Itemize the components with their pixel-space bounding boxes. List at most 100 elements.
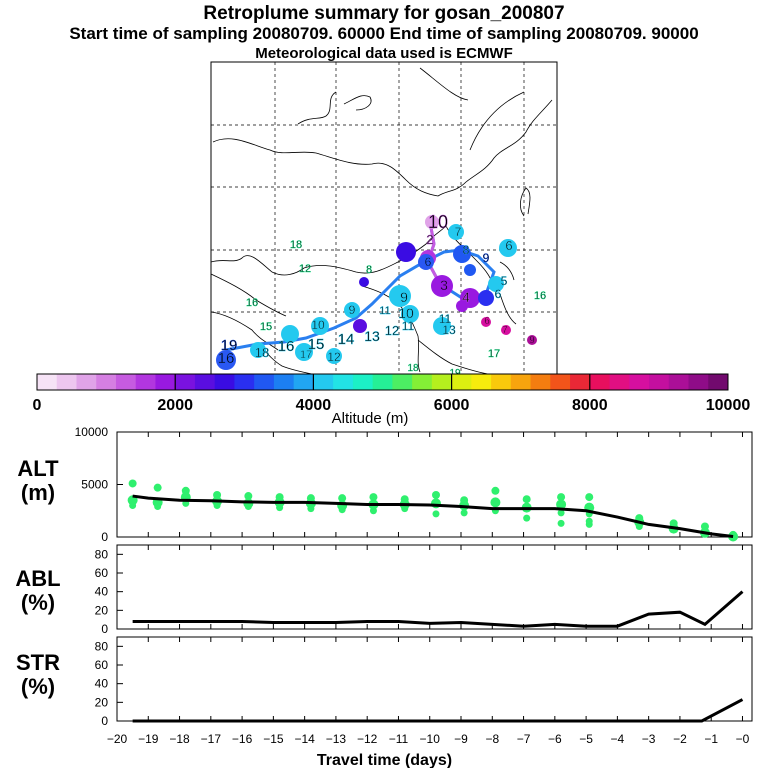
altitude-point [557,493,566,502]
day-label: 13 [442,323,456,337]
colorbar-cell [155,374,176,390]
altitude-point [460,509,468,517]
colorbar-cell [352,374,374,390]
x-tick-label: −14 [294,732,315,746]
altitude-point [128,479,137,488]
panel-alt: ALT(m) 0 5000 10000 [17,425,753,544]
day-label: 12 [385,323,399,338]
altitude-point [432,510,440,518]
median-altitude-line [132,494,734,538]
day-label: 17 [488,348,500,360]
plume-marker [448,224,464,240]
y-tick-label: 0 [101,530,108,544]
day-label: 7 [502,325,508,336]
plume-marker [431,275,453,297]
colorbar-tick-label: 2000 [157,397,193,414]
day-label: 6 [495,287,502,301]
y-tick-label: 20 [95,603,109,617]
day-label: 16 [246,297,258,309]
altitude-point [153,483,162,492]
day-label: 6 [505,238,512,253]
altitude-point [491,486,500,495]
plume-marker [488,276,504,292]
x-tick-label: −11 [389,732,409,746]
altitude-point [490,497,501,508]
y-tick-label: 0 [101,714,108,728]
colorbar-cell [589,374,611,390]
x-tick-label: −19 [138,732,159,746]
colorbar-ticks: 0 2000 4000 6000 8000 10000 [33,374,750,414]
colorbar-cell [649,374,670,390]
day-label: 18 [255,345,269,360]
panel-ylabel: ALT [17,456,59,481]
altitude-point [244,492,253,501]
day-label: 10 [398,305,414,321]
altitude-point [556,499,567,510]
sampling-times: Start time of sampling 20080709. 60000 E… [69,24,699,43]
day-label: 12 [299,263,311,275]
colorbar-cell [392,374,413,390]
altitude-point [338,494,347,503]
plume-marker [295,343,313,361]
plume-marker [527,335,537,345]
x-tick-label: −13 [326,732,347,746]
altitude-point [338,506,346,514]
y-tick-label: 60 [95,658,109,672]
altitude-point [369,507,377,515]
day-label: 12 [327,350,341,364]
x-tick-label: −9 [454,732,468,746]
day-label: 3 [440,277,448,293]
x-tick-label: −1 [704,732,718,746]
colorbar-cell [76,374,97,390]
day-label: 15 [308,336,325,353]
y-tick-label: 10000 [75,425,109,439]
altitude-point [557,509,565,517]
day-label: 13 [364,328,380,344]
plume-marker [401,305,419,323]
colorbar-cell [491,374,512,390]
day-label: 18 [290,239,302,251]
colorbar-tick-label: 4000 [296,397,332,414]
day-label: 16 [278,338,295,355]
altitude-point [523,514,531,522]
plume-marker [359,277,369,287]
day-label: 8 [366,264,372,276]
day-label: 14 [338,331,355,348]
altitude-dots [127,479,739,542]
x-tick-label: −4 [611,732,625,746]
day-label: 10 [311,318,325,332]
panel-frame [116,431,753,538]
plume-marker [216,350,236,370]
x-axis-label: Travel time (days) [317,752,452,768]
day-label: 9 [349,303,356,317]
day-label: 16 [534,290,546,302]
altitude-colorbar: 0 2000 4000 6000 8000 10000 Altitude (m) [33,373,750,427]
colorbar-cell [688,374,709,390]
altitude-point [244,503,252,511]
colorbar-cell [96,374,117,390]
altitude-point [585,493,594,502]
plume-marker [389,285,411,307]
x-tick-label: −8 [485,732,499,746]
altitude-point [431,491,440,499]
colorbar-cell [451,374,472,390]
day-label: 2 [426,232,433,247]
colorbar-cell [115,374,137,390]
colorbar-cell [135,374,156,390]
colorbar-cell [333,374,354,390]
met-data-source: Meteorological data used is ECMWF [255,45,513,62]
colorbar-cell [510,374,532,390]
day-label: 6 [425,255,432,269]
day-label: 16 [218,350,235,367]
day-label: 6 [484,316,490,327]
panel-ylabel-unit: (%) [21,674,55,699]
y-tick-label: 5000 [81,478,108,492]
day-label: 15 [260,321,272,333]
str-line [132,698,744,723]
plume-marker [478,290,494,306]
x-tick-label: −15 [263,732,284,746]
colorbar-cell [214,374,235,390]
altitude-point [401,505,409,513]
